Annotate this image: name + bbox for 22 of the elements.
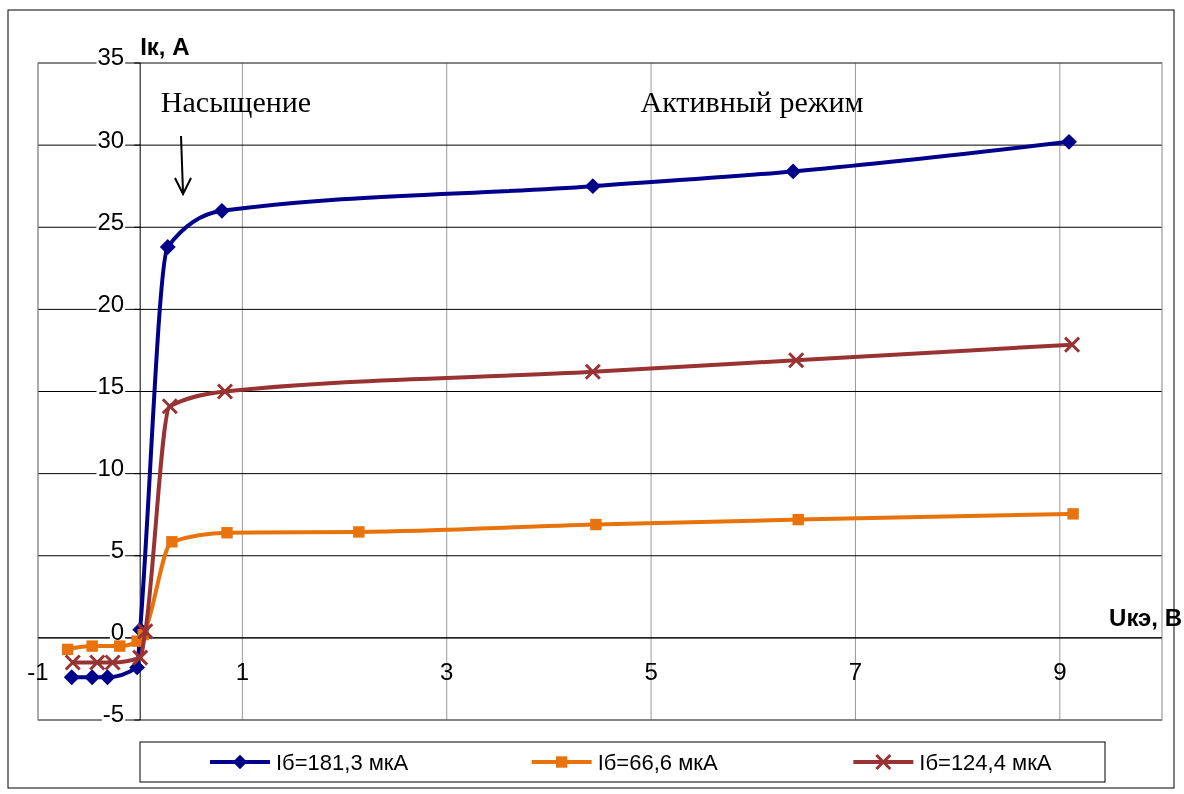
x-axis-title: Uкэ, В <box>1109 603 1182 631</box>
y-tick-label: 15 <box>97 371 125 399</box>
legend-label: Iб=124,4 мкА <box>919 749 1052 775</box>
x-tick-label: 1 <box>235 657 250 685</box>
y-tick-label: 30 <box>97 125 125 153</box>
x-tick-label: 7 <box>848 657 863 685</box>
x-tick-label: 3 <box>440 657 454 685</box>
x-tick-label: 5 <box>644 657 658 685</box>
y-tick-label: 0 <box>110 618 125 646</box>
x-tick-label: 9 <box>1053 657 1067 685</box>
y-tick-label: 10 <box>97 454 125 482</box>
y-tick-label: -5 <box>102 700 125 728</box>
legend-label: Iб=66,6 мкА <box>597 749 718 775</box>
annotation: Насыщение <box>160 85 312 118</box>
y-tick-label: 5 <box>110 536 125 564</box>
annotation: Активный режим <box>640 85 864 118</box>
x-tick-label: -1 <box>27 657 49 685</box>
y-axis-title: Iк, А <box>140 33 190 60</box>
y-tick-label: 35 <box>97 43 125 71</box>
y-tick-label: 25 <box>97 207 125 235</box>
y-tick-label: 20 <box>97 289 125 317</box>
legend-label: Iб=181,3 мкА <box>276 749 409 775</box>
